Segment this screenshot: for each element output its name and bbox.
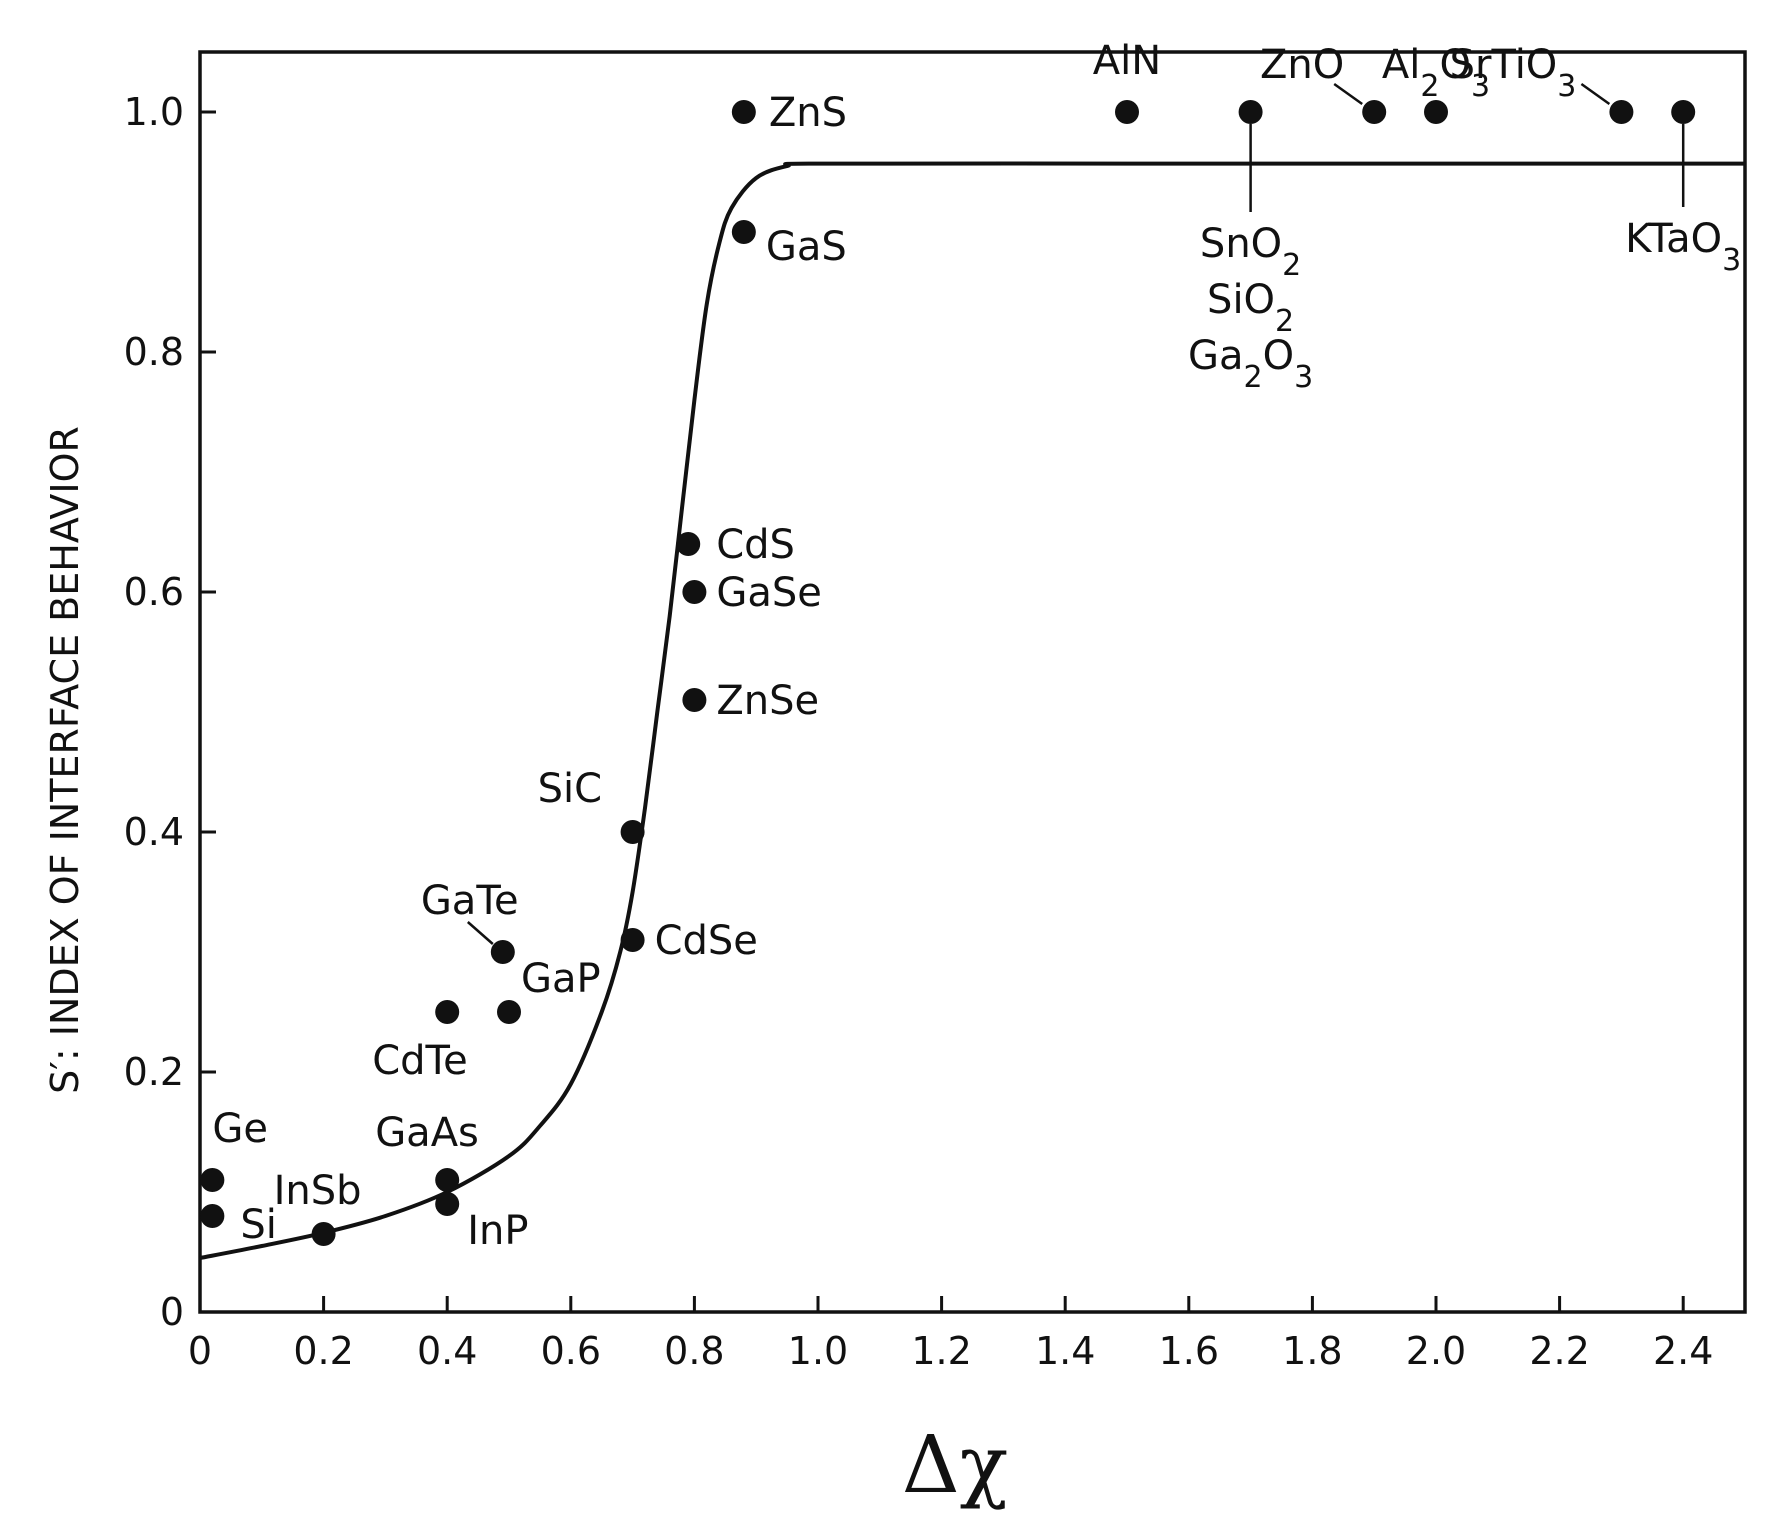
point-label-al2o3: Al2O3 <box>1382 42 1490 104</box>
point-srtio3 <box>1609 100 1634 124</box>
y-tick-label: 0 <box>160 1290 184 1334</box>
point-label-aln: AlN <box>1093 38 1161 84</box>
point-cds <box>676 532 701 556</box>
point-label-zns: ZnS <box>769 90 847 136</box>
point-sic <box>620 820 645 844</box>
point-label-gase: GaSe <box>716 570 822 616</box>
x-tick-label: 0.2 <box>293 1329 353 1373</box>
point-cdse <box>620 928 645 952</box>
point-znse <box>682 688 707 712</box>
leader-line <box>1333 82 1363 106</box>
x-tick-label: 1.0 <box>788 1329 848 1373</box>
x-tick-label: 0.4 <box>417 1329 477 1373</box>
point-zno <box>1362 100 1387 124</box>
x-tick-label: 2.2 <box>1529 1329 1589 1373</box>
point-insb <box>311 1222 336 1246</box>
point-label-gas: GaS <box>766 224 847 270</box>
point-gate <box>490 940 515 964</box>
y-tick-label: 1.0 <box>124 90 184 134</box>
point-inp <box>435 1192 460 1216</box>
point-gaas <box>435 1168 460 1192</box>
y-axis: 0 0.2 0.4 0.6 0.8 1.0 <box>124 90 216 1334</box>
y-axis-label: S′: INDEX OF INTERFACE BEHAVIOR <box>43 426 87 1094</box>
point-label-gap: GaP <box>521 956 601 1002</box>
x-tick-label: 2.0 <box>1406 1329 1466 1373</box>
point-label-gaas: GaAs <box>375 1110 479 1156</box>
point-si <box>200 1204 225 1228</box>
point-label-ktao3: KTaO3 <box>1625 216 1741 278</box>
point-label-ge: Ge <box>212 1106 268 1152</box>
point-zns <box>731 100 756 124</box>
x-tick-label: 2.4 <box>1653 1329 1713 1373</box>
point-al2o3 <box>1424 100 1448 124</box>
point-label-sic: SiC <box>538 766 602 812</box>
x-axis: 0 0.2 0.4 0.6 0.8 1.0 1.2 1.4 1.6 1.8 2.0 2.2 2.4 <box>188 1296 1713 1373</box>
y-tick-label: 0.8 <box>124 330 184 374</box>
x-tick-label: 0.8 <box>664 1329 724 1373</box>
data-points <box>200 100 1696 1246</box>
point-label-cdte: CdTe <box>372 1038 468 1084</box>
point-label-gate: GaTe <box>421 878 519 924</box>
point-gap <box>497 1000 521 1024</box>
point-label-sno2-sio2-ga2o3: SnO2 SiO2 Ga2O3 <box>1188 221 1313 395</box>
leader-line <box>466 921 494 945</box>
point-gase <box>682 580 707 604</box>
y-tick-label: 0.4 <box>124 810 184 854</box>
x-tick-label: 1.2 <box>911 1329 971 1373</box>
x-tick-label: 1.6 <box>1159 1329 1219 1373</box>
fit-curve <box>199 161 1745 1260</box>
y-tick-label: 0.2 <box>124 1050 184 1094</box>
point-label-cdse: CdSe <box>655 918 758 964</box>
point-label-insb: InSb <box>274 1168 362 1214</box>
point-label-cds: CdS <box>716 522 795 568</box>
plot-frame <box>198 50 1747 1314</box>
point-label-inp: InP <box>467 1208 528 1254</box>
x-axis-label: Δχ <box>902 1418 1008 1511</box>
point-ge <box>200 1168 225 1192</box>
x-tick-label: 1.8 <box>1282 1329 1342 1373</box>
point-ktao3 <box>1671 100 1696 124</box>
point-aln <box>1115 100 1139 124</box>
point-label-znse: ZnSe <box>716 678 819 724</box>
leader-line <box>1580 82 1611 106</box>
x-tick-label: 1.4 <box>1035 1329 1095 1373</box>
point-label-si: Si <box>240 1202 277 1248</box>
point-label-srtio3: SrTiO3 <box>1450 42 1577 104</box>
point-cdte <box>435 1000 460 1024</box>
label-leaders <box>466 82 1685 945</box>
y-tick-label: 0.6 <box>124 570 184 614</box>
x-tick-label: 0 <box>188 1329 212 1373</box>
point-sno2-sio2-ga2o3 <box>1238 100 1263 124</box>
x-tick-label: 0.6 <box>541 1329 601 1373</box>
point-label-zno: ZnO <box>1260 42 1344 88</box>
point-gas <box>731 220 756 244</box>
